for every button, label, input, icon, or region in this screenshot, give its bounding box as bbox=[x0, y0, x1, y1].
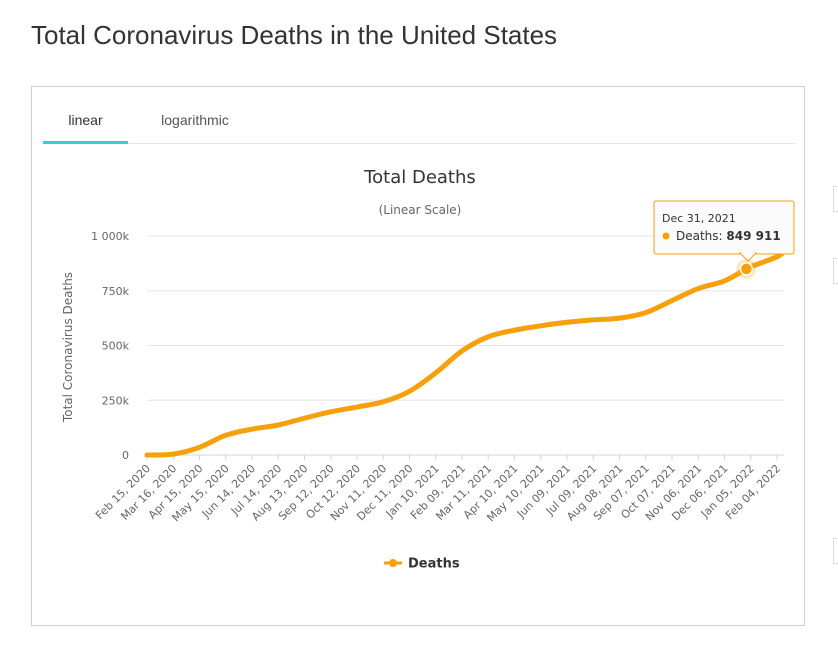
page-title: Total Coronavirus Deaths in the United S… bbox=[31, 20, 558, 50]
side-control[interactable] bbox=[833, 186, 838, 212]
tab-linear[interactable]: linear bbox=[43, 87, 128, 144]
y-tick-label: 500k bbox=[102, 340, 130, 353]
tooltip-box bbox=[653, 200, 795, 255]
highlight-point[interactable] bbox=[739, 262, 754, 276]
y-tick-labels: 0 250k 500k 750k 1 000k bbox=[91, 230, 129, 462]
y-tick-label: 750k bbox=[102, 285, 130, 298]
tab-logarithmic[interactable]: logarithmic bbox=[161, 112, 229, 128]
chart-subtitle: (Linear Scale) bbox=[379, 203, 462, 217]
tooltip-series: Deaths: 849 911 bbox=[676, 229, 781, 243]
y-tick-label: 0 bbox=[122, 449, 129, 462]
tooltip-pointer-mask bbox=[741, 251, 755, 254]
chart-panel: linear logarithmic Total Deaths (Linear … bbox=[31, 86, 805, 626]
tooltip-bullet bbox=[662, 232, 670, 240]
tooltip-colon: : bbox=[719, 229, 727, 243]
tooltip-series-name: Deaths bbox=[676, 229, 719, 243]
side-control[interactable] bbox=[833, 258, 838, 284]
grid-lines bbox=[147, 235, 784, 456]
y-axis-label: Total Coronavirus Deaths bbox=[61, 272, 75, 423]
tooltip: Dec 31, 2021 Deaths: 849 911 bbox=[653, 200, 795, 255]
deaths-chart: Total Deaths (Linear Scale) Total Corona… bbox=[61, 167, 795, 572]
side-control[interactable] bbox=[833, 538, 838, 564]
scale-tabs: linear logarithmic bbox=[43, 87, 796, 144]
y-tick-label: 250k bbox=[102, 394, 130, 407]
chart-title: Total Deaths bbox=[363, 167, 476, 188]
series-line[interactable] bbox=[144, 248, 787, 458]
y-tick-label: 1 000k bbox=[91, 230, 129, 243]
tooltip-date: Dec 31, 2021 bbox=[662, 212, 736, 225]
legend-label: Deaths bbox=[408, 557, 460, 572]
tooltip-value: 849 911 bbox=[726, 229, 780, 243]
legend[interactable]: Deaths bbox=[384, 557, 460, 572]
series-deaths[interactable] bbox=[144, 248, 787, 458]
legend-marker bbox=[389, 559, 397, 567]
